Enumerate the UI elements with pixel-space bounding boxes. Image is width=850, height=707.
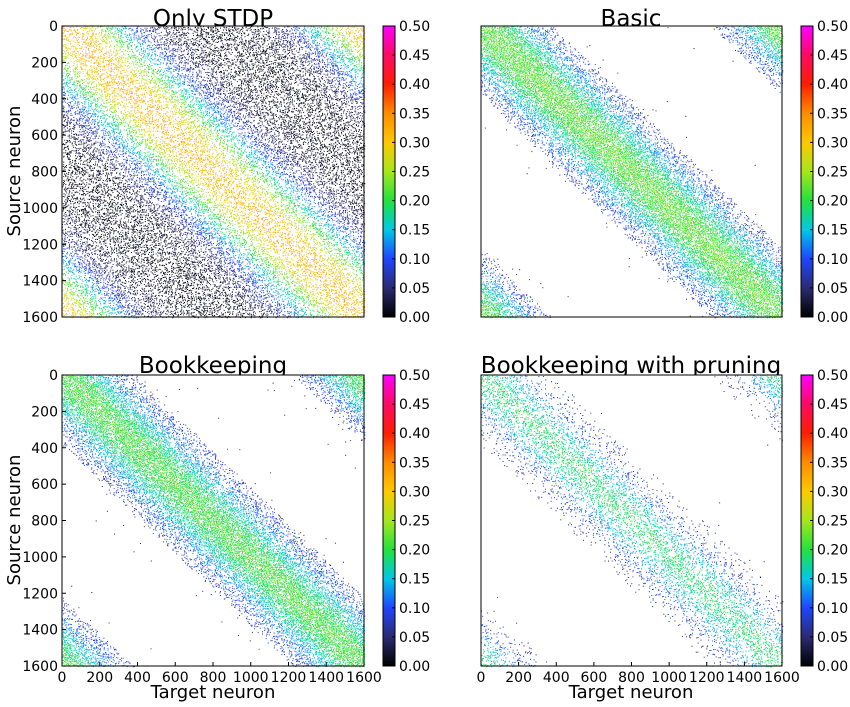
x-axis-label: Target neuron	[568, 682, 694, 703]
colorbar-tick-label: 0.15	[399, 572, 430, 588]
y-tick-label: 1200	[22, 237, 58, 253]
colorbar: 0.00 0.05 0.10 0.15 0.20 0.25 0.30 0.35 0.40 0.45…	[383, 19, 430, 326]
colorbar-tick-label: 0.05	[399, 281, 430, 297]
colorbar-tick-label: 0.45	[399, 48, 430, 64]
x-tick-label: 1400	[308, 670, 344, 686]
panel-bookkeeping: Bookkeeping 0200400600800100012001400160…	[22, 353, 430, 686]
x-tick-label: 200	[505, 670, 532, 686]
heatmap-area	[481, 375, 783, 667]
colorbar-tick-label: 0.30	[817, 135, 848, 151]
colorbar: 0.00 0.05 0.10 0.15 0.20 0.25 0.30 0.35 0.40 0.45…	[801, 19, 848, 326]
colorbar-tick-label: 0.10	[817, 601, 848, 617]
y-ticks: 0 200 400 600 800 1000 1200 1400 1600	[22, 19, 66, 326]
colorbar-tick-label: 0.15	[399, 223, 430, 239]
y-tick-label: 1400	[22, 274, 58, 290]
colorbar-tick-label: 0.40	[817, 426, 848, 442]
colorbar-tick-label: 0.30	[817, 484, 848, 500]
x-tick-label: 1200	[689, 670, 725, 686]
y-tick-label: 1000	[22, 550, 58, 566]
y-tick-label: 600	[31, 477, 58, 493]
heatmap-area	[62, 375, 365, 667]
colorbar-tick-label: 0.05	[817, 630, 848, 646]
x-tick-label: 0	[58, 670, 67, 686]
colorbar-tick-label: 0.00	[817, 659, 848, 675]
colorbar-tick-label: 0.50	[817, 19, 848, 35]
colorbar-tick-label: 0.45	[817, 48, 848, 64]
y-tick-label: 1000	[22, 201, 58, 217]
colorbar-tick-label: 0.35	[399, 106, 430, 122]
colorbar-tick-label: 0.35	[817, 106, 848, 122]
colorbar-tick-label: 0.20	[817, 543, 848, 559]
colorbar-tick-label: 0.15	[817, 572, 848, 588]
colorbar-tick-label: 0.40	[399, 77, 430, 93]
colorbar-tick-label: 0.45	[399, 397, 430, 413]
y-tick-label: 800	[31, 165, 58, 181]
heatmap-area	[481, 26, 783, 318]
x-tick-label: 200	[86, 670, 113, 686]
colorbar-tick-label: 0.45	[817, 397, 848, 413]
colorbar-tick-label: 0.30	[399, 135, 430, 151]
y-tick-label: 600	[31, 128, 58, 144]
y-tick-label: 1600	[22, 659, 58, 675]
colorbar-tick-label: 0.35	[817, 455, 848, 471]
x-axis-label: Target neuron	[150, 682, 276, 703]
colorbar-tick-label: 0.00	[399, 659, 430, 675]
colorbar-tick-label: 0.10	[399, 601, 430, 617]
colorbar-tick-label: 0.15	[817, 223, 848, 239]
colorbar-tick-label: 0.50	[817, 368, 848, 384]
x-tick-label: 400	[124, 670, 151, 686]
colorbar-tick-label: 0.35	[399, 455, 430, 471]
colorbar-tick-label: 0.40	[399, 426, 430, 442]
y-tick-label: 1200	[22, 586, 58, 602]
colorbar: 0.00 0.05 0.10 0.15 0.20 0.25 0.30 0.35 0.40 0.45…	[801, 368, 848, 675]
x-tick-label: 0	[477, 670, 486, 686]
colorbar-tick-label: 0.30	[399, 484, 430, 500]
y-tick-label: 400	[31, 441, 58, 457]
colorbar-tick-label: 0.25	[399, 514, 430, 530]
colorbar-tick-label: 0.40	[817, 77, 848, 93]
y-ticks: 0 200 400 600 800 1000 1200 1400 1600	[22, 368, 66, 675]
colorbar-tick-label: 0.50	[399, 19, 430, 35]
y-tick-label: 800	[31, 514, 58, 530]
y-tick-label: 200	[31, 404, 58, 420]
colorbar-tick-label: 0.20	[399, 194, 430, 210]
x-tick-label: 1200	[271, 670, 307, 686]
y-tick-label: 400	[31, 92, 58, 108]
colorbar-tick-label: 0.00	[817, 310, 848, 326]
colorbar-tick-label: 0.25	[817, 165, 848, 181]
colorbar-tick-label: 0.05	[817, 281, 848, 297]
colorbar-tick-label: 0.50	[399, 368, 430, 384]
y-tick-label: 0	[49, 19, 58, 35]
y-axis-label: Source neuron	[4, 455, 25, 586]
x-tick-label: 400	[543, 670, 570, 686]
y-tick-label: 0	[49, 368, 58, 384]
panel-bookkeeping-pruning: Bookkeeping with pruning 0 200 400 600 800 10…	[477, 353, 849, 686]
y-axis-label: Source neuron	[4, 106, 25, 237]
y-tick-label: 200	[31, 55, 58, 71]
heatmap-area	[62, 26, 365, 318]
y-tick-label: 1400	[22, 623, 58, 639]
colorbar-tick-label: 0.20	[817, 194, 848, 210]
colorbar: 0.00 0.05 0.10 0.15 0.20 0.25 0.30 0.35 0.40 0.45…	[383, 368, 430, 675]
colorbar-tick-label: 0.10	[399, 252, 430, 268]
colorbar-tick-label: 0.00	[399, 310, 430, 326]
y-tick-label: 1600	[22, 310, 58, 326]
colorbar-tick-label: 0.25	[817, 514, 848, 530]
panel-basic: Basic 0.000.050.100.150.200.250.300.350.…	[481, 6, 848, 326]
colorbar-tick-label: 0.25	[399, 165, 430, 181]
colorbar-tick-label: 0.05	[399, 630, 430, 646]
colorbar-tick-label: 0.20	[399, 543, 430, 559]
x-tick-label: 1600	[346, 670, 382, 686]
x-tick-label: 1600	[764, 670, 800, 686]
x-tick-label: 1400	[727, 670, 763, 686]
panel-only-stdp: Only STDP 02004006008001000120014001600 …	[22, 6, 430, 326]
colorbar-tick-label: 0.10	[817, 252, 848, 268]
